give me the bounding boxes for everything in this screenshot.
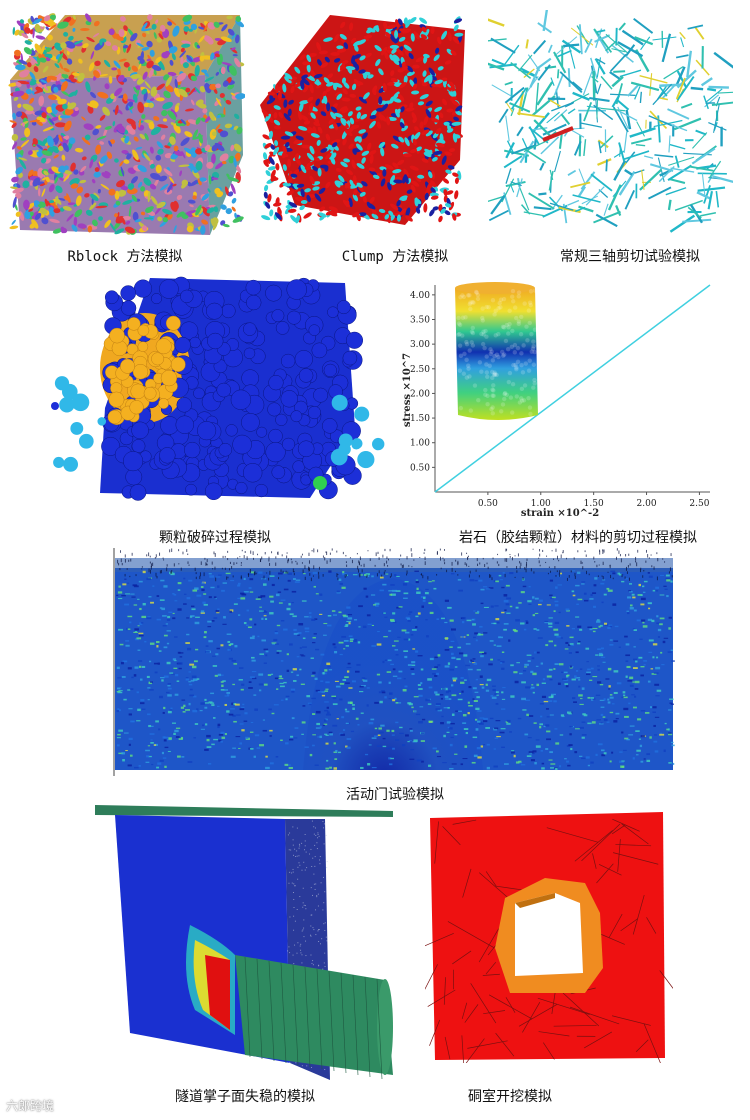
chamber-figure (425, 808, 673, 1063)
y-tick-label: 3.50 (410, 316, 430, 326)
y-tick-label: 1.00 (410, 439, 430, 449)
clump-figure (255, 10, 470, 230)
y-tick-label: 4.00 (410, 291, 430, 301)
tunnel-face-figure (95, 805, 395, 1085)
triaxial-figure (488, 10, 733, 235)
watermark: 六郎跨境 (6, 1099, 55, 1113)
tunnel-face-caption: 隧道掌子面失稳的模拟 (175, 1089, 315, 1105)
x-tick-label: 1.00 (531, 499, 551, 509)
trapdoor-caption: 活动门试验模拟 (346, 787, 444, 803)
y-tick-label: 0.50 (410, 463, 430, 473)
stress-strain-line (434, 284, 711, 493)
y-tick-label: 2.00 (410, 389, 430, 399)
x-tick-label: 2.00 (637, 499, 657, 509)
breakage-figure (45, 268, 390, 523)
breakage-caption: 颗粒破碎过程模拟 (159, 530, 271, 546)
x-tick-label: 2.50 (689, 499, 709, 509)
chart-ylabel: stress ×10^7 (402, 353, 413, 427)
y-tick-label: 3.00 (410, 340, 430, 350)
chart-xlabel: strain ×10^-2 (521, 508, 599, 519)
x-tick-label: 0.50 (478, 499, 498, 509)
y-tick-label: 2.50 (410, 365, 430, 375)
stress-strain-chart: 0.50 1.00 1.50 2.00 2.50 3.00 3.50 4.00 0.50 1.0… (402, 282, 711, 519)
chamber-caption: 硐室开挖模拟 (468, 1089, 552, 1105)
x-tick-label: 1.50 (584, 499, 604, 509)
rock-shear-caption: 岩石（胶结颗粒）材料的剪切过程模拟 (459, 530, 697, 546)
triaxial-caption: 常规三轴剪切试验模拟 (560, 249, 700, 265)
rblock-caption: Rblock 方法模拟 (67, 249, 183, 265)
rock-shear-figure: 0.50 1.00 1.50 2.00 2.50 3.00 3.50 4.00 0.50 1.0… (400, 280, 715, 520)
rblock-figure (5, 5, 245, 235)
trapdoor-figure (113, 548, 675, 776)
y-tick-label: 1.50 (410, 414, 430, 424)
clump-caption: Clump 方法模拟 (341, 249, 449, 265)
